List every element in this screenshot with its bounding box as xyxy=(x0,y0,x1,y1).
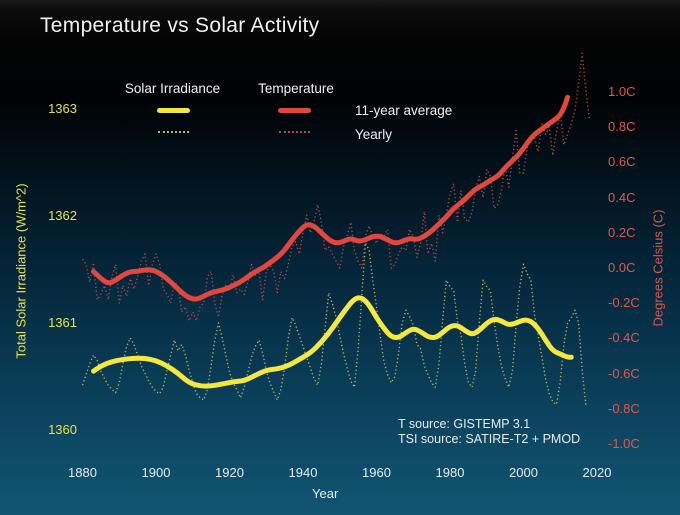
right-axis-title: Degrees Celsius (C) xyxy=(650,209,666,327)
right-tick-label: 0.0C xyxy=(608,260,636,275)
right-tick-label: -0.4C xyxy=(608,330,640,346)
legend-swatch-temp-average xyxy=(278,108,311,113)
legend-swatch-solar-average xyxy=(157,108,190,113)
left-axis-title: Total Solar Irradiance (W/m^2) xyxy=(13,183,29,359)
page-title: Temperature vs Solar Activity xyxy=(40,14,320,37)
temp-source-note: T source: GISTEMP 3.1 xyxy=(398,417,531,431)
legend-header-temperature: Temperature xyxy=(258,81,334,96)
legend-swatch-temp-yearly xyxy=(279,131,310,133)
left-tick-label: 1363 xyxy=(48,101,77,116)
right-tick-label: 0.8C xyxy=(608,119,636,135)
left-tick-label: 1362 xyxy=(48,208,77,223)
right-tick-label: -0.6C xyxy=(608,365,640,381)
legend-header-solar-irradiance: Solar Irradiance xyxy=(124,81,221,96)
right-tick-label: 1.0C xyxy=(608,84,636,99)
x-tick-label: 1940 xyxy=(288,465,318,480)
right-tick-label: 0.4C xyxy=(608,189,636,205)
x-tick-label: 2000 xyxy=(509,465,538,480)
x-tick-label: 1960 xyxy=(362,465,391,480)
x-tick-label: 1980 xyxy=(435,465,465,480)
x-tick-label: 1880 xyxy=(68,465,97,480)
legend-swatch-solar-yearly xyxy=(158,131,189,133)
legend-row-yearly-label: Yearly xyxy=(355,127,393,142)
temperature-11-year-average-line xyxy=(91,94,571,302)
solar-irradiance-11-year-average-line xyxy=(91,295,574,389)
right-tick-label: 0.6C xyxy=(608,154,636,170)
x-tick-label: 1900 xyxy=(141,465,171,480)
right-tick-label: 0.2C xyxy=(608,224,636,240)
legend-row-average-label: 11-year average xyxy=(355,103,453,118)
right-tick-label: -1.0C xyxy=(608,436,640,451)
tsi-source-note: TSI source: SATIRE-T2 + PMOD xyxy=(398,432,581,446)
temperature-yearly-line xyxy=(81,52,591,322)
x-tick-label: 2020 xyxy=(582,465,612,480)
x-tick-label: 1920 xyxy=(215,465,244,480)
right-tick-label: -0.2C xyxy=(608,295,640,311)
right-tick-label: -0.8C xyxy=(608,400,640,416)
left-tick-label: 1360 xyxy=(48,422,77,437)
left-tick-label: 1361 xyxy=(48,315,77,330)
solar-irradiance-yearly-line xyxy=(81,242,587,407)
x-axis-title: Year xyxy=(312,486,339,501)
